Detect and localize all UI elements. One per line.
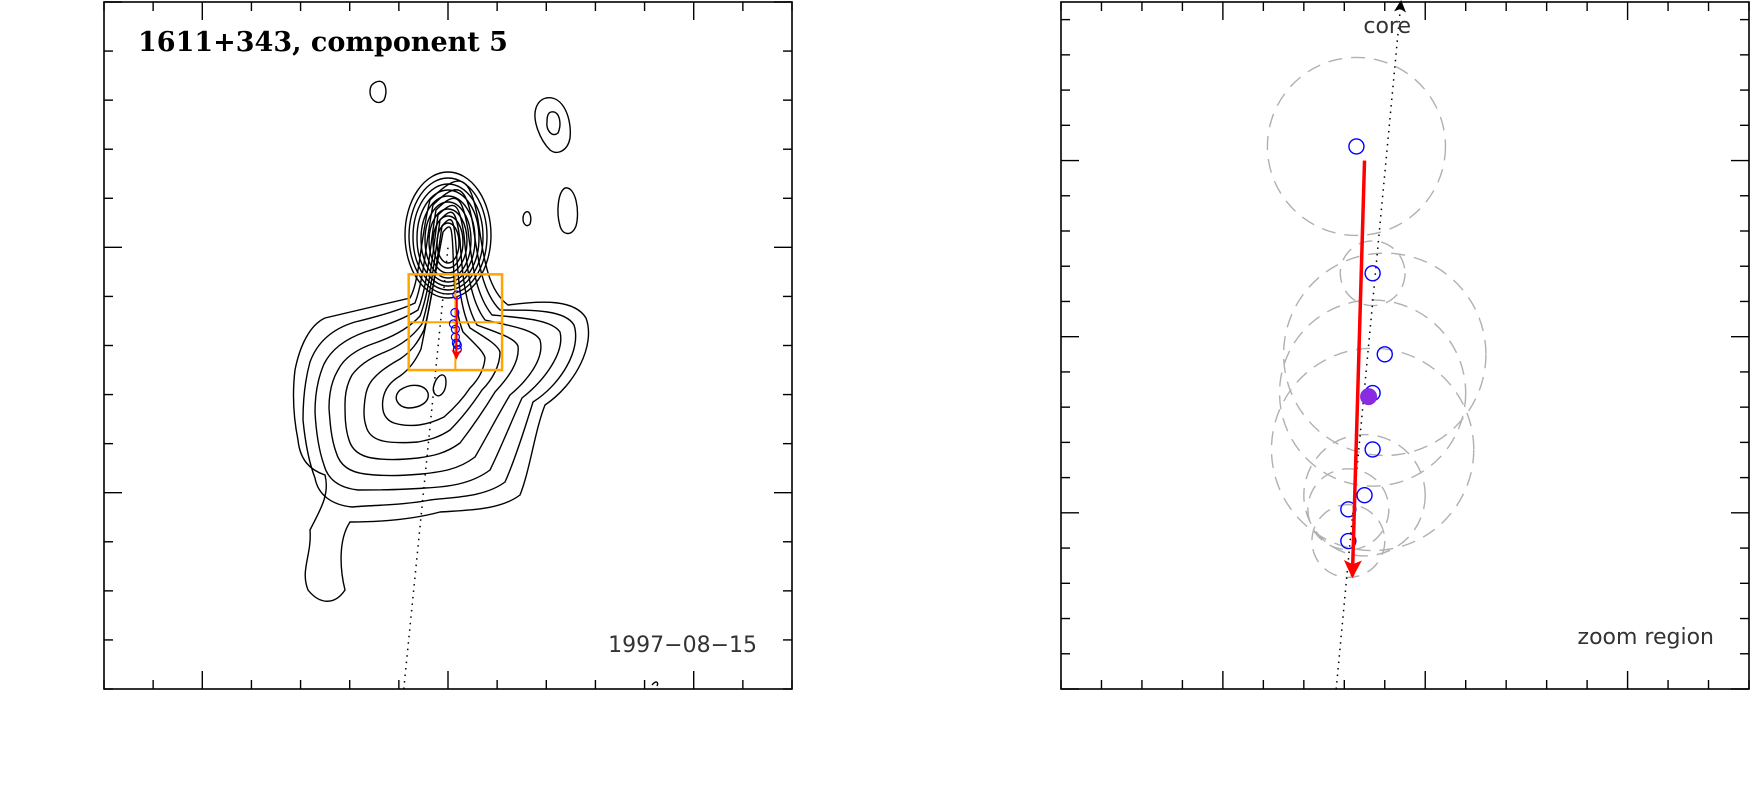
contour-island	[546, 111, 561, 136]
contour-island	[534, 97, 571, 154]
plot-frame	[1060, 1, 1750, 690]
core-contour	[424, 201, 472, 279]
left-axes	[103, 1, 793, 690]
plot-title: 1611+343, component 5	[138, 27, 508, 58]
error-ellipse	[1303, 433, 1426, 557]
contour-island	[651, 681, 659, 687]
error-ellipse	[1339, 240, 1406, 307]
epoch-label: 1997−08−15	[608, 633, 757, 658]
contour-ring	[344, 211, 519, 461]
right-panel: core zoom region	[1060, 0, 1750, 690]
core-contour	[436, 222, 460, 264]
component-overlay	[403, 247, 504, 690]
core-contour	[408, 177, 488, 295]
error-ellipse	[1266, 56, 1447, 237]
contour-ring	[381, 226, 486, 427]
contour-map	[292, 80, 659, 687]
core-contour	[412, 183, 484, 291]
core-direction-arrow	[1335, 0, 1406, 690]
core-contour	[432, 215, 464, 269]
contour-island	[522, 211, 532, 227]
error-ellipse	[1282, 252, 1487, 457]
contour-island	[557, 187, 579, 235]
error-ellipse	[1307, 468, 1390, 551]
component-marker	[1340, 532, 1357, 550]
core-contour	[404, 171, 492, 299]
error-ellipses	[1266, 56, 1487, 579]
jet-axis-dotted	[403, 247, 449, 690]
left-panel: 1611+343, component 5 1997−08−15	[103, 1, 793, 690]
component-marker	[450, 308, 460, 318]
contour-outer	[292, 180, 590, 602]
component-marker	[1356, 487, 1373, 504]
component-marker	[1348, 138, 1365, 155]
component-marker	[1376, 346, 1393, 363]
motion-arrow	[1343, 160, 1367, 579]
mean-position-marker	[1360, 388, 1378, 406]
contour-ring	[328, 204, 542, 477]
zoom-region-label: zoom region	[1578, 625, 1714, 650]
contour-island	[369, 80, 387, 104]
component-marker	[1364, 441, 1381, 458]
right-axes	[1060, 1, 1750, 690]
core-contour	[428, 208, 468, 274]
contour-ring	[314, 197, 562, 491]
core-label: core	[1363, 14, 1411, 39]
error-ellipse	[1270, 347, 1475, 552]
trajectory-overlay	[1335, 0, 1406, 690]
contour-ring	[302, 189, 577, 508]
core-contour	[420, 195, 476, 283]
component-marker	[1364, 265, 1381, 282]
plot-frame	[103, 1, 793, 690]
contour-ring	[395, 384, 429, 409]
contour-ring	[432, 374, 447, 397]
core-contour	[416, 189, 480, 287]
contour-ring	[363, 218, 501, 444]
